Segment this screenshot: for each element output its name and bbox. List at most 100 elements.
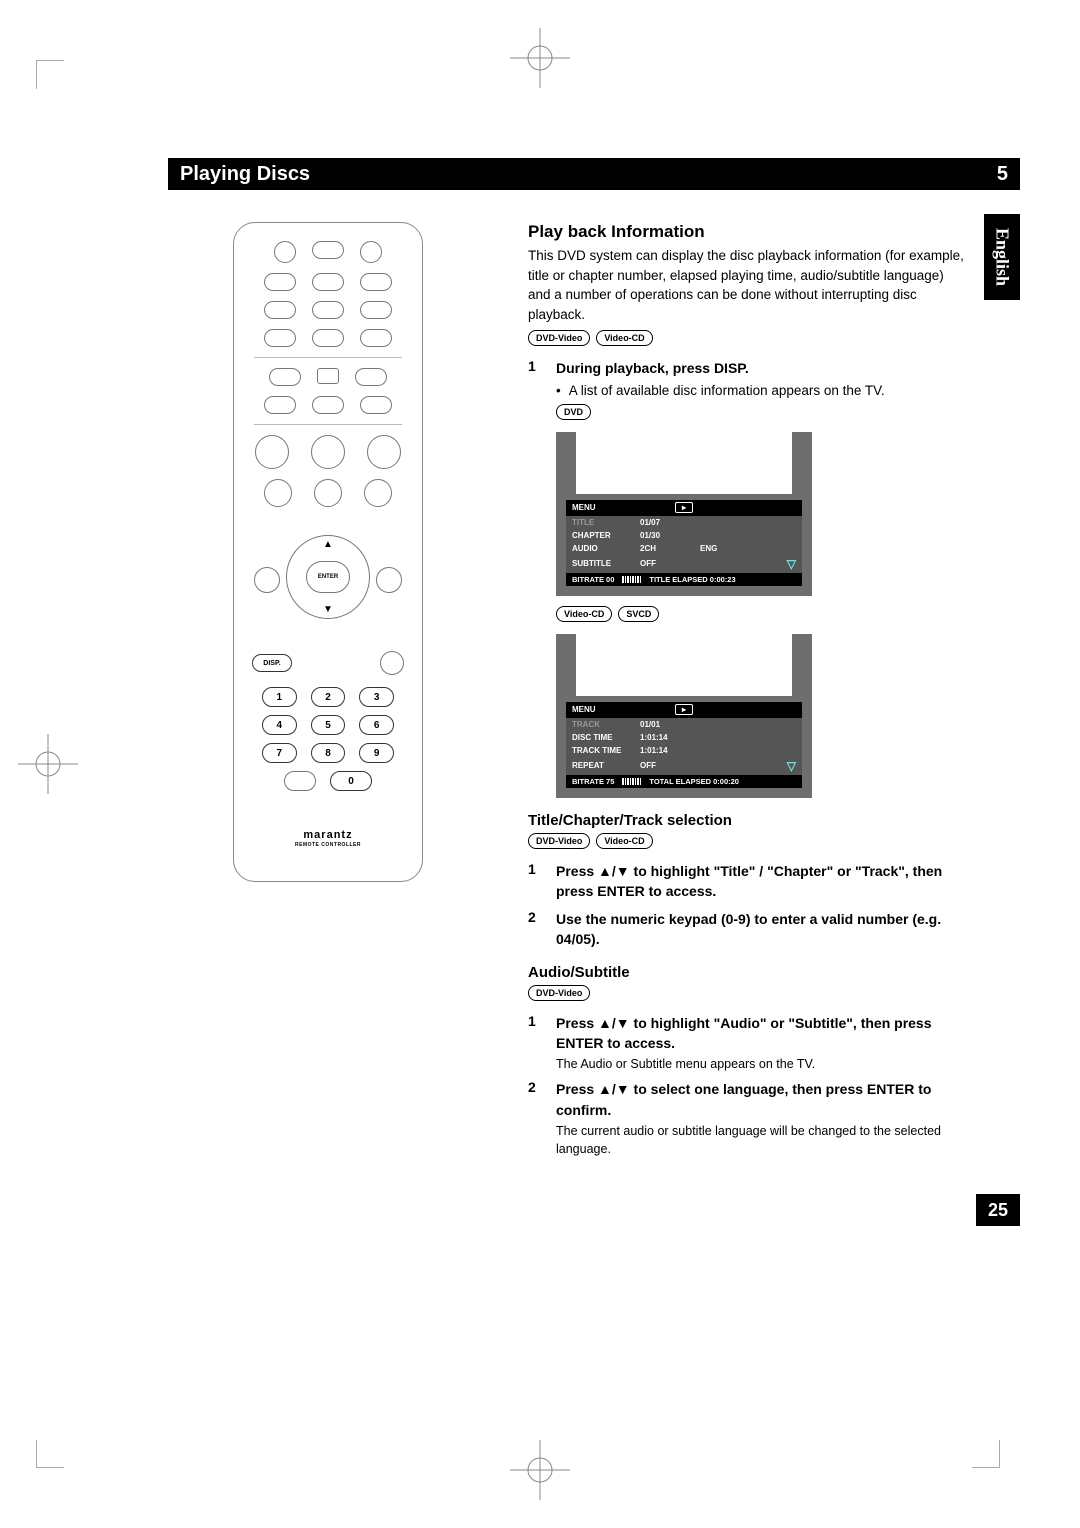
badge-video-cd: Video-CD [596, 330, 652, 346]
remote-button [317, 368, 339, 384]
osd-row: TRACK01/01 [566, 718, 802, 731]
subsection-heading: Audio/Subtitle [528, 964, 970, 981]
chapter-header: Playing Discs 5 [168, 158, 1020, 190]
remote-button [312, 329, 344, 347]
chapter-title: Playing Discs [180, 163, 310, 186]
remote-num-2: 2 [311, 687, 346, 707]
badge-video-cd: Video-CD [556, 606, 612, 622]
remote-num-4: 4 [262, 715, 297, 735]
step-1: 1 Press ▲/▼ to highlight "Audio" or "Sub… [528, 1013, 970, 1074]
osd-video-area [576, 634, 792, 696]
osd-bitrate: BITRATE 75 [572, 777, 614, 786]
step-2: 2 Press ▲/▼ to select one language, then… [528, 1079, 970, 1158]
remote-button [364, 479, 392, 507]
step-2: 2 Use the numeric keypad (0-9) to enter … [528, 909, 970, 950]
osd-menubar: MENU ▸ [566, 702, 802, 718]
step-1: 1 Press ▲/▼ to highlight "Title" / "Chap… [528, 861, 970, 902]
osd-row: SUBTITLEOFF▽ [566, 555, 802, 573]
remote-button [274, 241, 296, 263]
remote-button [360, 329, 392, 347]
play-icon: ▸ [675, 502, 693, 513]
badge-dvd-video: DVD-Video [528, 833, 590, 849]
remote-button [360, 273, 392, 291]
remote-button [264, 396, 296, 414]
step-number: 1 [528, 861, 542, 902]
remote-button [312, 301, 344, 319]
remote-enter-button: ENTER [306, 561, 350, 593]
remote-num-0: 0 [330, 771, 372, 791]
down-arrow-icon: ▽ [787, 557, 796, 571]
remote-button [269, 368, 301, 386]
disc-type-badges: DVD-Video Video-CD [528, 330, 970, 346]
registration-mark-top [510, 28, 570, 88]
remote-button [314, 479, 342, 507]
osd-row: TITLE01/07 [566, 516, 802, 529]
step-title: Press ▲/▼ to highlight "Audio" or "Subti… [556, 1013, 970, 1054]
crop-mark [36, 1440, 64, 1468]
remote-button [360, 241, 382, 263]
step-title: During playback, press DISP. [556, 358, 970, 378]
content-area: Playing Discs 5 English [168, 158, 1020, 1164]
remote-controller: ▲ ENTER ▼ DISP. 1 2 3 4 5 6 [233, 222, 423, 882]
step-title: Press ▲/▼ to highlight "Title" / "Chapte… [556, 861, 970, 902]
section-body: This DVD system can display the disc pla… [528, 246, 970, 324]
osd-info-table: TRACK01/01 DISC TIME1:01:14 TRACK TIME1:… [566, 718, 802, 775]
remote-button [264, 479, 292, 507]
osd-info-table: TITLE01/07 CHAPTER01/30 AUDIO2CHENG SUBT… [566, 516, 802, 573]
remote-button [264, 273, 296, 291]
remote-num-3: 3 [359, 687, 394, 707]
remote-button [355, 368, 387, 386]
remote-button [264, 301, 296, 319]
remote-button [311, 435, 345, 469]
down-triangle-icon: ▼ [323, 604, 333, 615]
osd-bitrate: BITRATE 00 [572, 575, 614, 584]
remote-num-6: 6 [359, 715, 394, 735]
step-number: 2 [528, 1079, 542, 1158]
step-detail: The Audio or Subtitle menu appears on th… [556, 1055, 970, 1073]
remote-num-7: 7 [262, 743, 297, 763]
crop-mark [36, 60, 64, 88]
crop-mark [972, 1440, 1000, 1468]
osd-menubar: MENU ▸ [566, 500, 802, 516]
step-detail: The current audio or subtitle language w… [556, 1122, 970, 1158]
play-icon: ▸ [675, 704, 693, 715]
step-title: Use the numeric keypad (0-9) to enter a … [556, 909, 970, 950]
subsection-heading: Title/Chapter/Track selection [528, 812, 970, 829]
osd-elapsed: TOTAL ELAPSED 0:00:20 [649, 777, 739, 786]
instructions-column: Play back Information This DVD system ca… [528, 222, 1020, 1164]
step-number: 1 [528, 1013, 542, 1074]
up-triangle-icon: ▲ [323, 539, 333, 550]
remote-disp-button: DISP. [252, 654, 292, 672]
osd-video-area [576, 432, 792, 494]
osd-menu-label: MENU [572, 503, 596, 512]
osd-row: AUDIO2CHENG [566, 542, 802, 555]
registration-mark-bottom [510, 1440, 570, 1500]
down-arrow-icon: ▽ [787, 759, 796, 773]
badge-dvd-video: DVD-Video [528, 330, 590, 346]
page-number: 25 [976, 1194, 1020, 1226]
remote-num-8: 8 [311, 743, 346, 763]
remote-button [312, 396, 344, 414]
remote-button [360, 301, 392, 319]
brand-subtitle: REMOTE CONTROLLER [248, 842, 408, 848]
remote-nav-left [254, 567, 280, 593]
remote-brand: marantz REMOTE CONTROLLER [248, 829, 408, 848]
remote-button [312, 241, 344, 259]
step-title: Press ▲/▼ to select one language, then p… [556, 1079, 970, 1120]
osd-screenshot-vcd: MENU ▸ TRACK01/01 DISC TIME1:01:14 TRACK… [556, 634, 812, 798]
chapter-number: 5 [997, 163, 1008, 186]
remote-button [255, 435, 289, 469]
remote-button [284, 771, 316, 791]
badge-svcd: SVCD [618, 606, 659, 622]
osd-elapsed: TITLE ELAPSED 0:00:23 [649, 575, 735, 584]
badge-dvd: DVD [556, 404, 591, 420]
section-heading: Play back Information [528, 222, 970, 242]
osd-footer: BITRATE 00 TITLE ELAPSED 0:00:23 [566, 573, 802, 586]
remote-button [312, 273, 344, 291]
osd-screenshot-dvd: MENU ▸ TITLE01/07 CHAPTER01/30 AUDIO2CHE… [556, 432, 812, 596]
osd-footer: BITRATE 75 TOTAL ELAPSED 0:00:20 [566, 775, 802, 788]
remote-button [360, 396, 392, 414]
remote-button [264, 329, 296, 347]
step-number: 2 [528, 909, 542, 950]
remote-nav-right [376, 567, 402, 593]
